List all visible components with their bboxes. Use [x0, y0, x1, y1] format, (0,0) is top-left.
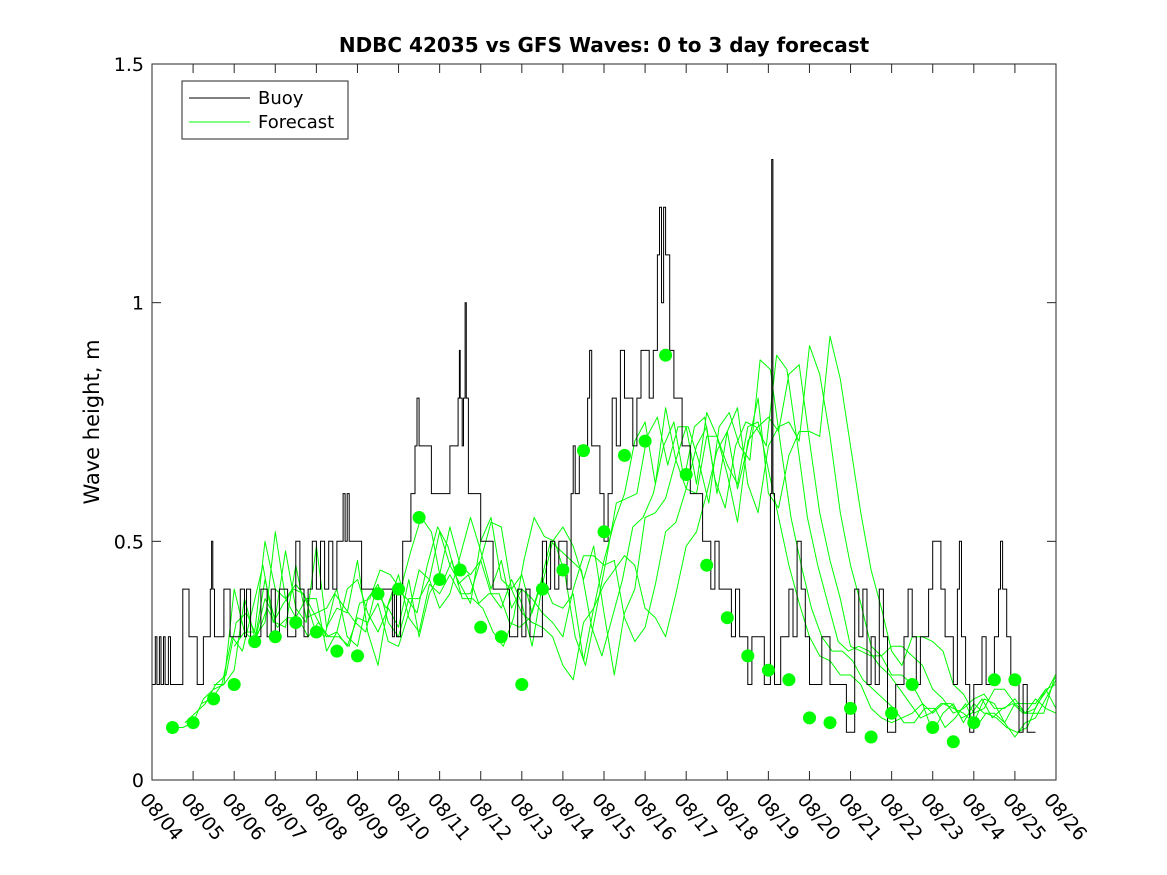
- chart-title: NDBC 42035 vs GFS Waves: 0 to 3 day fore…: [339, 33, 870, 57]
- analysis-point: [618, 448, 631, 462]
- analysis-point: [227, 678, 241, 691]
- marker-layer: [166, 348, 1022, 749]
- analysis-point: [597, 525, 611, 539]
- analysis-point: [659, 348, 673, 362]
- forecast-line-6: [233, 345, 1056, 714]
- y-tick-label: 1: [132, 293, 144, 315]
- analysis-point: [700, 558, 714, 572]
- analysis-point: [474, 620, 488, 634]
- y-tick-label: 0: [132, 770, 144, 792]
- y-tick-label: 1.5: [114, 54, 144, 76]
- legend: Buoy Forecast: [181, 80, 349, 140]
- analysis-point: [1008, 673, 1022, 687]
- analysis-point: [803, 711, 816, 725]
- analysis-point: [535, 582, 549, 596]
- analysis-point: [453, 563, 467, 577]
- analysis-point: [946, 735, 960, 749]
- analysis-point: [679, 468, 693, 481]
- analysis-point: [577, 444, 590, 458]
- analysis-point: [823, 716, 837, 730]
- analysis-point: [207, 692, 221, 706]
- analysis-point: [720, 611, 734, 625]
- analysis-point: [967, 716, 981, 730]
- analysis-point: [268, 630, 282, 644]
- analysis-point: [741, 649, 755, 663]
- analysis-point: [289, 616, 303, 629]
- analysis-point: [885, 706, 899, 720]
- analysis-point: [351, 649, 364, 663]
- analysis-point: [782, 673, 796, 687]
- analysis-point: [433, 573, 447, 586]
- analysis-point: [844, 701, 857, 715]
- buoy-line: [152, 159, 1036, 733]
- analysis-point: [186, 716, 200, 730]
- plot-area: 08/0408/0508/0608/0708/0808/0908/1008/11…: [114, 54, 1091, 845]
- analysis-point: [761, 663, 775, 677]
- analysis-point: [248, 635, 262, 649]
- analysis-point: [166, 721, 179, 734]
- analysis-point: [638, 434, 652, 448]
- analysis-point: [412, 511, 426, 524]
- analysis-point: [515, 678, 529, 691]
- legend-label-forecast: Forecast: [258, 112, 334, 133]
- analysis-point: [392, 582, 405, 596]
- analysis-point: [556, 563, 570, 577]
- y-tick-label: 0.5: [114, 531, 144, 553]
- analysis-point: [309, 625, 323, 639]
- analysis-point: [905, 678, 919, 691]
- analysis-point: [494, 630, 508, 644]
- legend-label-buoy: Buoy: [258, 88, 304, 109]
- analysis-point: [926, 721, 940, 734]
- series-layer: [152, 159, 1056, 738]
- y-axis-label: Wave height, m: [80, 339, 104, 504]
- analysis-point: [864, 730, 878, 744]
- plot-background: [152, 64, 1056, 780]
- legend-box: [181, 80, 349, 140]
- analysis-point: [371, 587, 385, 601]
- forecast-line-4: [184, 359, 1056, 733]
- analysis-point: [987, 673, 1001, 687]
- analysis-point: [330, 644, 344, 658]
